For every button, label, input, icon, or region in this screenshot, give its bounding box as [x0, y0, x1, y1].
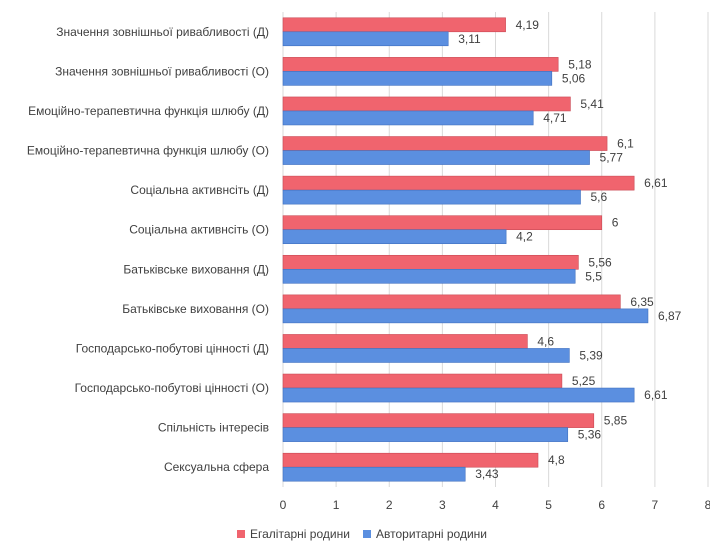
- data-label: 5,5: [585, 269, 602, 283]
- data-label: 4,19: [516, 18, 540, 32]
- x-tick-label: 1: [333, 498, 340, 512]
- data-label: 5,41: [580, 97, 604, 111]
- data-label: 3,11: [458, 32, 481, 46]
- legend-swatch: [363, 530, 371, 538]
- x-tick-label: 6: [598, 498, 605, 512]
- bar-authoritarian: [283, 32, 448, 46]
- bar-egalitarian: [283, 216, 602, 230]
- bar-authoritarian: [283, 467, 465, 481]
- bar-authoritarian: [283, 269, 575, 283]
- category-label: Господарсько-побутові цінності (О): [75, 381, 269, 395]
- category-label: Емоційно-терапевтична функція шлюбу (О): [27, 144, 269, 158]
- bar-egalitarian: [283, 255, 578, 269]
- bar-egalitarian: [283, 414, 594, 428]
- bar-authoritarian: [283, 309, 648, 323]
- data-label: 6,87: [658, 309, 682, 323]
- category-label: Соціальна активнсіть (Д): [130, 183, 269, 197]
- bar-egalitarian: [283, 137, 607, 151]
- data-label: 6,1: [617, 137, 634, 151]
- bar-authoritarian: [283, 348, 569, 362]
- category-label: Значення зовнішньої ривабливості (Д): [56, 25, 269, 39]
- bar-authoritarian: [283, 190, 581, 204]
- bar-authoritarian: [283, 111, 533, 125]
- bar-egalitarian: [283, 97, 570, 111]
- x-tick-label: 0: [280, 498, 287, 512]
- category-label: Батьківське виховання (Д): [123, 262, 269, 276]
- data-label: 4,8: [548, 453, 565, 467]
- category-label: Емоційно-терапевтична функція шлюбу (Д): [28, 104, 269, 118]
- bar-authoritarian: [283, 151, 590, 165]
- data-label: 5,36: [578, 428, 602, 442]
- legend-label: Авторитарні родини: [376, 527, 487, 541]
- data-label: 5,56: [588, 255, 612, 269]
- category-label: Соціальна активнсіть (О): [129, 223, 269, 237]
- bars: 4,19 3,11 5,185,06 5,41 4,71 6,15,77 6,61 5,6 6 4…: [283, 18, 682, 481]
- x-tick-label: 4: [492, 498, 499, 512]
- data-label: 5,39: [579, 348, 603, 362]
- bar-authoritarian: [283, 71, 552, 85]
- category-label: Сексуальна сфера: [164, 460, 269, 474]
- data-label: 6,61: [644, 388, 668, 402]
- data-label: 6: [612, 216, 619, 230]
- data-label: 6,35: [630, 295, 654, 309]
- category-label: Значення зовнішньої ривабливості (О): [55, 64, 269, 78]
- legend-label: Егалітарні родини: [250, 527, 350, 541]
- x-tick-label: 8: [705, 498, 710, 512]
- data-label: 5,25: [572, 374, 596, 388]
- legend-swatch: [237, 530, 245, 538]
- x-tick-label: 7: [652, 498, 659, 512]
- bar-authoritarian: [283, 428, 568, 442]
- data-label: 4,71: [543, 111, 567, 125]
- bar-egalitarian: [283, 295, 620, 309]
- bar-authoritarian: [283, 388, 634, 402]
- bar-egalitarian: [283, 176, 634, 190]
- data-label: 5,18: [568, 57, 592, 71]
- bar-egalitarian: [283, 334, 527, 348]
- data-label: 5,06: [562, 71, 586, 85]
- bar-authoritarian: [283, 230, 506, 244]
- category-label: Спільність інтересів: [158, 421, 269, 435]
- legend-item-authoritarian: Авторитарні родини: [363, 527, 487, 541]
- x-tick-label: 2: [386, 498, 393, 512]
- legend-item-egalitarian: Егалітарні родини: [237, 527, 350, 541]
- x-axis-ticks: 0 1 2 3 4 5 6 7 8: [280, 498, 710, 512]
- data-label: 4,2: [516, 230, 533, 244]
- category-label: Господарсько-побутові цінності (Д): [76, 341, 269, 355]
- data-label: 3,43: [475, 467, 499, 481]
- category-labels: Значення зовнішньої ривабливості (Д) Знач…: [27, 25, 269, 474]
- data-label: 5,77: [600, 151, 624, 165]
- bar-egalitarian: [283, 18, 506, 32]
- data-label: 5,85: [604, 414, 628, 428]
- x-tick-label: 3: [439, 498, 446, 512]
- x-tick-label: 5: [545, 498, 552, 512]
- bar-egalitarian: [283, 453, 538, 467]
- data-label: 6,61: [644, 176, 668, 190]
- data-label: 5,6: [591, 190, 608, 204]
- bar-egalitarian: [283, 374, 562, 388]
- bar-egalitarian: [283, 57, 558, 71]
- category-label: Батьківське виховання (О): [122, 302, 269, 316]
- data-label: 4,6: [537, 334, 554, 348]
- legend: Егалітарні родини Авторитарні родини: [237, 527, 487, 541]
